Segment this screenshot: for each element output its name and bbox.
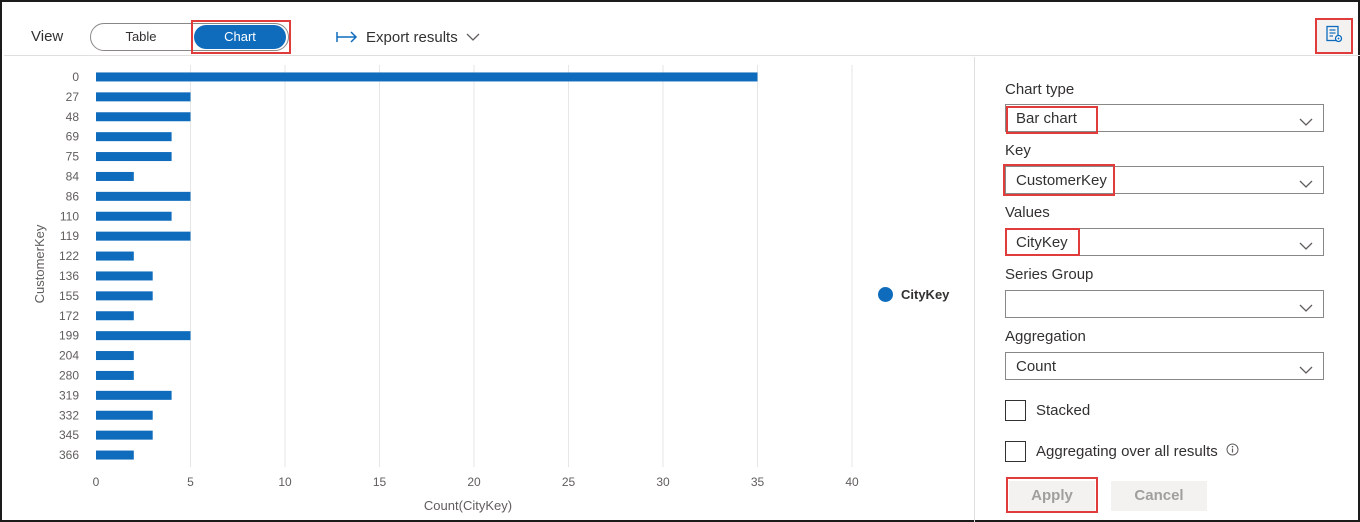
- chevron-down-icon: [1299, 362, 1313, 380]
- legend-label: CityKey: [901, 287, 950, 302]
- bar[interactable]: [96, 370, 134, 380]
- series-group-select[interactable]: [1005, 290, 1324, 318]
- chart-type-select[interactable]: Bar chart: [1005, 104, 1324, 132]
- values-select[interactable]: CityKey: [1005, 228, 1324, 256]
- x-tick-label: 20: [467, 475, 481, 489]
- chart-settings-icon: [1325, 25, 1343, 48]
- y-tick-label: 119: [60, 229, 79, 243]
- x-tick-label: 35: [751, 475, 765, 489]
- x-tick-label: 30: [656, 475, 670, 489]
- chart-type-label: Chart type: [1005, 81, 1075, 98]
- bar[interactable]: [96, 410, 153, 420]
- y-tick-label: 48: [66, 110, 80, 124]
- x-tick-label: 25: [562, 475, 576, 489]
- view-toggle: Table Chart: [90, 23, 289, 51]
- stacked-label: Stacked: [1036, 402, 1091, 419]
- chevron-down-icon: [1299, 114, 1313, 132]
- bar[interactable]: [96, 291, 153, 301]
- aggregating-label: Aggregating over all results: [1036, 442, 1218, 460]
- y-tick-label: 155: [59, 289, 79, 303]
- y-tick-label: 86: [66, 189, 80, 203]
- bar[interactable]: [96, 251, 134, 261]
- chevron-down-icon: [1299, 176, 1313, 194]
- stacked-checkbox[interactable]: [1005, 400, 1026, 421]
- chevron-down-icon: [466, 33, 480, 42]
- bar[interactable]: [96, 152, 172, 162]
- y-tick-label: 366: [59, 448, 79, 462]
- y-tick-label: 332: [59, 408, 79, 422]
- y-axis-title: CustomerKey: [32, 224, 47, 303]
- bar[interactable]: [96, 191, 191, 201]
- y-tick-label: 0: [72, 70, 79, 84]
- bar[interactable]: [96, 132, 172, 142]
- bar[interactable]: [96, 72, 758, 82]
- key-label: Key: [1005, 142, 1031, 159]
- chevron-down-icon: [1299, 300, 1313, 318]
- chart-legend[interactable]: CityKey: [878, 287, 949, 302]
- bar[interactable]: [96, 450, 134, 460]
- y-tick-label: 27: [66, 90, 80, 104]
- view-label: View: [31, 28, 64, 45]
- y-tick-label: 75: [66, 150, 80, 164]
- bar[interactable]: [96, 112, 191, 122]
- x-tick-label: 0: [93, 475, 100, 489]
- x-tick-label: 40: [845, 475, 859, 489]
- chart-settings-panel: Chart type Bar chart Key CustomerKey Val…: [974, 57, 1360, 522]
- bar[interactable]: [96, 430, 153, 440]
- bar[interactable]: [96, 271, 153, 281]
- y-tick-label: 345: [59, 428, 79, 442]
- aggregation-label: Aggregation: [1005, 328, 1086, 345]
- bar-chart: 0 5 10 15 20 25 30 35 40 0 27 48 69 75 84 86 110 119 122 13…: [32, 65, 859, 513]
- stacked-option: Stacked: [1005, 400, 1090, 421]
- bar[interactable]: [96, 171, 134, 181]
- info-icon[interactable]: [1226, 443, 1239, 460]
- y-tick-label: 136: [59, 269, 79, 283]
- series-group-label: Series Group: [1005, 266, 1094, 283]
- aggregating-checkbox[interactable]: [1005, 441, 1026, 462]
- bar[interactable]: [96, 331, 191, 341]
- y-tick-label: 69: [66, 130, 80, 144]
- y-tick-label: 319: [59, 388, 79, 402]
- tab-chart[interactable]: Chart: [194, 25, 286, 49]
- chart-settings-button[interactable]: [1315, 18, 1353, 54]
- bar[interactable]: [96, 390, 172, 400]
- chevron-down-icon: [1299, 238, 1313, 256]
- aggregating-option: Aggregating over all results: [1005, 441, 1239, 462]
- export-arrow-icon: [336, 30, 358, 44]
- y-tick-label: 204: [59, 349, 79, 363]
- values-value: CityKey: [1016, 234, 1068, 251]
- y-tick-label: 172: [59, 309, 79, 323]
- key-value: CustomerKey: [1016, 172, 1107, 189]
- y-tick-label: 280: [59, 368, 79, 382]
- apply-button[interactable]: Apply: [1009, 481, 1095, 511]
- key-select[interactable]: CustomerKey: [1005, 166, 1324, 194]
- aggregation-value: Count: [1016, 358, 1057, 375]
- x-tick-label: 10: [278, 475, 292, 489]
- values-label: Values: [1005, 204, 1050, 221]
- bar[interactable]: [96, 351, 134, 361]
- y-tick-label: 199: [59, 329, 79, 343]
- y-tick-label: 84: [66, 169, 80, 183]
- chart-area: 0 5 10 15 20 25 30 35 40 0 27 48 69 75 84 86 110 119 122 13…: [4, 57, 974, 522]
- x-tick-label: 15: [373, 475, 387, 489]
- export-results-button[interactable]: Export results: [336, 26, 480, 48]
- export-results-label: Export results: [366, 28, 458, 46]
- chart-type-value: Bar chart: [1016, 110, 1077, 127]
- x-axis-title: Count(CityKey): [424, 498, 512, 513]
- toolbar: View Table Chart Export results: [4, 4, 1360, 56]
- y-tick-label: 122: [59, 249, 79, 263]
- aggregation-select[interactable]: Count: [1005, 352, 1324, 380]
- y-tick-label: 110: [60, 209, 79, 223]
- x-tick-label: 5: [187, 475, 194, 489]
- bar[interactable]: [96, 211, 172, 221]
- bar[interactable]: [96, 231, 191, 241]
- legend-marker-icon: [878, 287, 893, 302]
- bar[interactable]: [96, 311, 134, 321]
- tab-table[interactable]: Table: [125, 29, 157, 44]
- bar[interactable]: [96, 92, 191, 102]
- cancel-button[interactable]: Cancel: [1111, 481, 1207, 511]
